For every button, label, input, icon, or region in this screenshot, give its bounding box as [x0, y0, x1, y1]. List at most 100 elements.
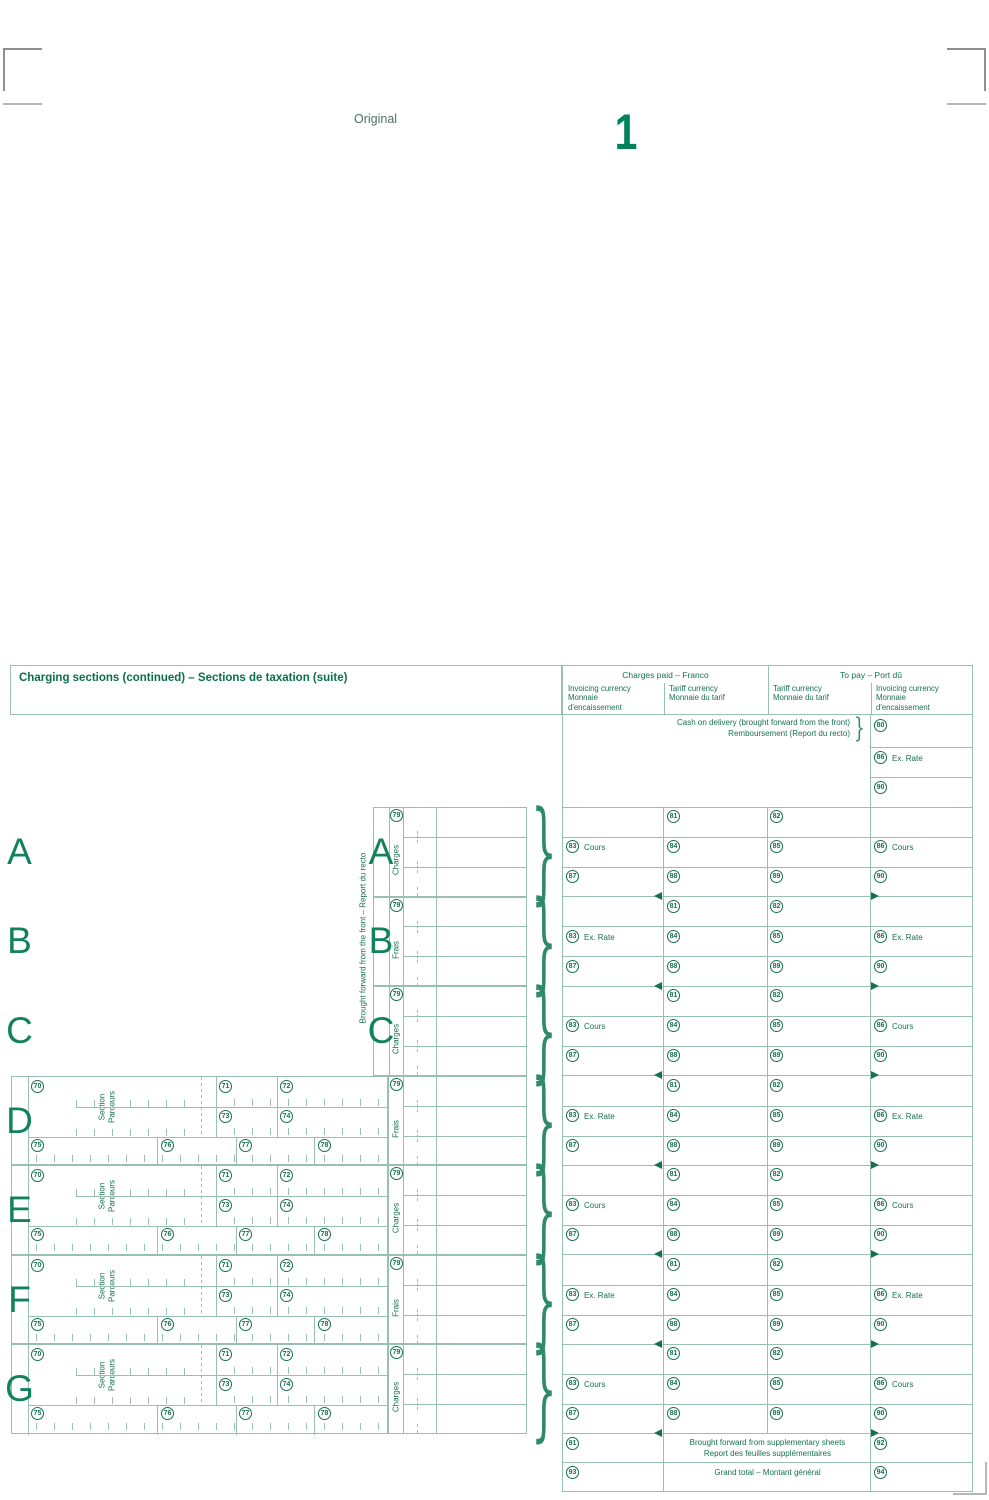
field-circle-86: 86 — [874, 751, 887, 764]
field-circle-84: 84 — [667, 1198, 680, 1212]
charges-kind-label: Frais — [391, 1298, 401, 1317]
decimal-tick — [417, 1219, 418, 1232]
crop-mark — [3, 48, 5, 91]
grid-line — [562, 836, 973, 838]
grid-line — [562, 896, 973, 897]
rate-label: Ex. Rate — [584, 1111, 615, 1121]
charging-section: 70 Section Parcours 71 72 73 74 75 76 77… — [0, 975, 989, 1085]
grid-line — [767, 1165, 768, 1255]
field-circle-74: 74 — [280, 1199, 293, 1213]
field-circle-83: 83 — [566, 840, 579, 853]
field-circle-90: 90 — [874, 959, 887, 973]
rate-label: Cours — [892, 1201, 914, 1211]
decimal-tick — [417, 1189, 418, 1202]
field-circle-85: 85 — [770, 1377, 783, 1391]
grid-line — [663, 807, 664, 897]
grid-line — [157, 1136, 158, 1167]
grid-line — [562, 1075, 973, 1077]
grid-line — [562, 985, 973, 987]
ruler-ticks — [216, 1367, 386, 1375]
grid-line — [216, 1076, 217, 1137]
field-circle-70: 70 — [31, 1348, 44, 1362]
grid-line — [663, 986, 664, 1076]
arrow-right-icon — [871, 1339, 879, 1348]
field-circle-92: 92 — [874, 1437, 887, 1450]
grid-line — [436, 896, 437, 987]
field-circle-86: 86 — [874, 1198, 887, 1212]
crop-mark — [3, 48, 42, 50]
field-circle-93: 93 — [566, 1466, 579, 1479]
field-circle-73: 73 — [219, 1199, 232, 1213]
field-circle-90: 90 — [874, 1407, 887, 1421]
grid-line — [767, 986, 768, 1076]
field-circle-87: 87 — [566, 1407, 579, 1421]
field-circle-88: 88 — [667, 870, 680, 883]
field-circle-70: 70 — [31, 1169, 44, 1183]
grid-line — [562, 1433, 973, 1435]
field-circle-74: 74 — [280, 1288, 293, 1302]
cod-brace: } — [854, 712, 865, 744]
ruler-ticks — [36, 1423, 388, 1431]
field-circle-85: 85 — [770, 929, 783, 943]
rate-label: Ex. Rate — [584, 932, 615, 942]
decimal-tick — [417, 1424, 418, 1434]
field-circle-72: 72 — [280, 1079, 293, 1093]
field-circle-82: 82 — [770, 1257, 783, 1271]
grid-line — [562, 1374, 973, 1376]
grid-line — [767, 1075, 768, 1166]
ruler-ticks — [36, 1244, 388, 1252]
field-circle-82: 82 — [770, 989, 783, 1003]
charges-mini-grid — [388, 1254, 527, 1345]
arrow-left-icon — [654, 1339, 662, 1348]
field-circle-84: 84 — [667, 1108, 680, 1122]
grid-line — [562, 1314, 973, 1316]
field-circle-71: 71 — [219, 1169, 232, 1183]
arrow-left-icon — [654, 1071, 662, 1080]
grid-line — [236, 1315, 237, 1346]
grid-line — [403, 1314, 526, 1316]
decimal-tick — [417, 920, 418, 933]
field-circle-90: 90 — [874, 1317, 887, 1331]
grid-line — [768, 666, 769, 714]
ruler-ticks — [216, 1098, 386, 1106]
grid-line — [870, 777, 972, 778]
field-circle-77: 77 — [239, 1228, 252, 1242]
ruler-ticks — [216, 1188, 386, 1196]
to-pay-header: To pay – Port dû — [840, 670, 902, 680]
charging-section: 70 Section Parcours 71 72 73 74 75 76 77… — [0, 1065, 989, 1175]
charging-section: 70 Section Parcours 71 72 73 74 75 76 77… — [0, 796, 989, 906]
grid-line — [277, 1166, 278, 1227]
cash-on-delivery-label: Cash on delivery (brought forward from t… — [562, 717, 850, 739]
field-circle-84: 84 — [667, 1019, 680, 1033]
arrow-left-icon — [654, 892, 662, 900]
rate-label: Cours — [584, 1201, 606, 1211]
field-circle-75: 75 — [31, 1138, 44, 1152]
decimal-tick — [417, 1155, 418, 1165]
grid-line — [403, 1016, 526, 1018]
field-circle-83: 83 — [566, 1108, 579, 1122]
grid-line — [870, 986, 871, 1076]
grid-line — [277, 1255, 278, 1316]
grid-line — [870, 807, 871, 897]
grid-line — [562, 1404, 973, 1406]
field-circle-85: 85 — [770, 840, 783, 853]
grand-total-label: Grand total – Montant général — [714, 1468, 821, 1477]
ruler-ticks — [216, 1306, 386, 1314]
field-circle-88: 88 — [667, 959, 680, 973]
section-letter: E — [7, 1189, 32, 1231]
section-letter: C — [367, 1009, 395, 1051]
field-circle-73: 73 — [219, 1288, 232, 1302]
field-circle-81: 81 — [667, 989, 680, 1003]
grid-line — [870, 896, 871, 987]
arrow-left-icon — [654, 1250, 662, 1259]
grid-line — [389, 986, 390, 1076]
ruler-ticks — [76, 1218, 201, 1226]
field-circle-86: 86 — [874, 929, 887, 943]
rate-label: Cours — [584, 1380, 606, 1390]
field-circle-83: 83 — [566, 1377, 579, 1391]
grid-line — [403, 1344, 404, 1434]
grid-line — [403, 836, 526, 838]
field-circle-83: 83 — [566, 929, 579, 943]
field-circle-88: 88 — [667, 1407, 680, 1421]
charges-kind-label: Frais — [391, 1119, 401, 1138]
